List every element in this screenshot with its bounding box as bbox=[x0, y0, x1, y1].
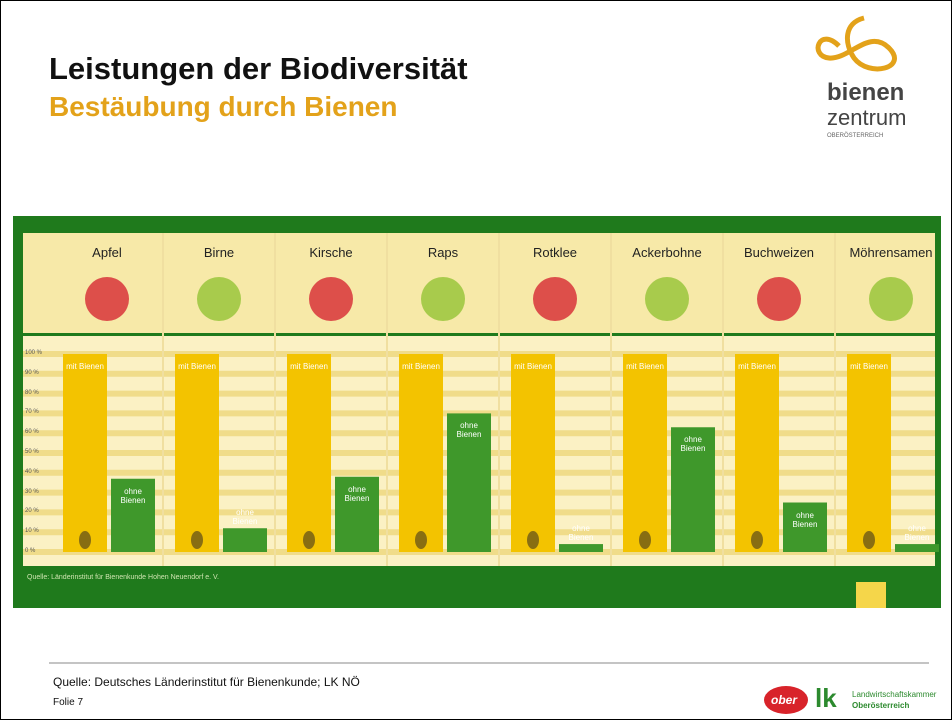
series-label: ohne Bienen bbox=[337, 485, 377, 503]
subtitle: Bestäubung durch Bienen bbox=[49, 91, 397, 123]
y-tick-label: 60 % bbox=[25, 429, 53, 435]
slide-number: Folie 7 bbox=[53, 697, 83, 708]
series-label: mit Bienen bbox=[513, 362, 553, 371]
y-tick-label: 70 % bbox=[25, 409, 53, 415]
crop-icon bbox=[645, 277, 689, 321]
y-tick-label: 10 % bbox=[25, 528, 53, 534]
lk-region: Oberösterreich bbox=[852, 701, 909, 710]
logo-text: OBERÖSTERREICH bbox=[827, 133, 883, 139]
crop-icon bbox=[869, 277, 913, 321]
crop-icon bbox=[533, 277, 577, 321]
title: Leistungen der Biodiversität bbox=[49, 51, 468, 87]
series-label: mit Bienen bbox=[625, 362, 665, 371]
crop-icon bbox=[85, 277, 129, 321]
bar bbox=[623, 354, 667, 552]
crop-icon bbox=[421, 277, 465, 321]
series-label: ohne Bienen bbox=[449, 421, 489, 439]
crop-icon bbox=[197, 277, 241, 321]
bar bbox=[287, 354, 331, 552]
y-tick-label: 90 % bbox=[25, 370, 53, 376]
ober-text: ober bbox=[771, 693, 797, 707]
bar bbox=[63, 354, 107, 552]
series-label: mit Bienen bbox=[401, 362, 441, 371]
footer-source: Quelle: Deutsches Länderinstitut für Bie… bbox=[53, 675, 360, 689]
category-label: Ackerbohne bbox=[611, 245, 723, 260]
y-tick-label: 20 % bbox=[25, 508, 53, 514]
y-tick-label: 40 % bbox=[25, 469, 53, 475]
lk-name: Landwirtschaftskammer bbox=[852, 690, 936, 699]
bee-icon bbox=[863, 531, 875, 549]
bee-icon bbox=[303, 531, 315, 549]
series-label: ohne Bienen bbox=[673, 435, 713, 453]
bee-icon bbox=[415, 531, 427, 549]
bar bbox=[559, 544, 603, 552]
series-label: ohne Bienen bbox=[113, 487, 153, 505]
category-label: Rotklee bbox=[499, 245, 611, 260]
crop-icon bbox=[757, 277, 801, 321]
series-label: mit Bienen bbox=[737, 362, 777, 371]
y-tick-label: 0 % bbox=[25, 548, 53, 554]
lk-text: lk bbox=[815, 683, 837, 714]
series-label: mit Bienen bbox=[177, 362, 217, 371]
bar bbox=[847, 354, 891, 552]
category-label: Apfel bbox=[51, 245, 163, 260]
series-label: mit Bienen bbox=[289, 362, 329, 371]
bar bbox=[895, 544, 939, 552]
category-label: Birne bbox=[163, 245, 275, 260]
slide: Leistungen der Biodiversität Bestäubung … bbox=[0, 0, 952, 720]
bar bbox=[735, 354, 779, 552]
bee-icon bbox=[751, 531, 763, 549]
bee-icon bbox=[79, 531, 91, 549]
bee-icon bbox=[527, 531, 539, 549]
logo-mark bbox=[818, 18, 894, 69]
category-label: Kirsche bbox=[275, 245, 387, 260]
bee-icon bbox=[639, 531, 651, 549]
series-label: ohne Bienen bbox=[225, 508, 265, 526]
bar bbox=[223, 528, 267, 552]
series-label: ohne Bienen bbox=[561, 524, 601, 542]
series-label: ohne Bienen bbox=[785, 511, 825, 529]
logo-text: bienen bbox=[827, 79, 904, 107]
crop-icon bbox=[309, 277, 353, 321]
y-tick-label: 100 % bbox=[25, 350, 53, 356]
bar bbox=[511, 354, 555, 552]
y-tick-label: 50 % bbox=[25, 449, 53, 455]
y-tick-label: 80 % bbox=[25, 390, 53, 396]
series-label: mit Bienen bbox=[849, 362, 889, 371]
bee-icon bbox=[191, 531, 203, 549]
bar bbox=[175, 354, 219, 552]
bee-house-icon bbox=[856, 582, 886, 608]
chart-source: Quelle: Länderinstitut für Bienenkunde H… bbox=[27, 574, 219, 581]
series-label: mit Bienen bbox=[65, 362, 105, 371]
y-tick-label: 30 % bbox=[25, 489, 53, 495]
category-label: Raps bbox=[387, 245, 499, 260]
category-label: Buchweizen bbox=[723, 245, 835, 260]
category-label: Möhrensamen bbox=[835, 245, 947, 260]
logo-text: zentrum bbox=[827, 105, 906, 131]
series-label: ohne Bienen bbox=[897, 524, 937, 542]
bar bbox=[399, 354, 443, 552]
